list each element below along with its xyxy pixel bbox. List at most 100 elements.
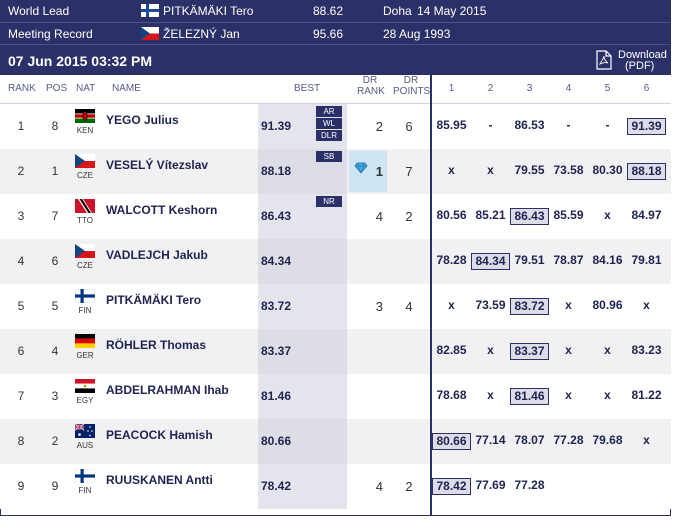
attempt-3-cell: 79.51 [514,253,545,267]
date-bar: 07 Jun 2015 03:32 PM Download (PDF) [0,44,671,75]
attempt-4-cell: 78.87 [553,253,584,267]
position-cell: 9 [51,479,59,493]
attempt-5-cell: 79.68 [592,433,623,447]
best-cell: 83.72 [258,284,347,329]
header-name: NAME [112,83,141,94]
table-row: 5 5 FIN PITKÄMÄKI Tero 83.72 3 4 x 73.59 83.72 x 80… [0,284,671,329]
attempt-6-cell: x [643,298,650,312]
header-rank: RANK [8,83,36,94]
best-cell: 81.46 [258,374,347,419]
rank-cell: 8 [17,434,25,448]
best-cell: 83.37 [258,329,347,374]
meeting-record-athlete: ŽELEZNÝ Jan [163,27,240,41]
nat-code: FIN [78,306,92,315]
attempt-1-cell: x [448,163,455,177]
position-cell: 6 [51,254,59,268]
world-lead-mark: 88.62 [313,4,344,18]
best-cell: 84.34 [258,239,347,284]
rank-cell: 9 [17,479,25,493]
athlete-name-link[interactable]: VESELÝ Vítezslav [106,158,209,172]
attempts-divider [430,75,432,516]
table-row: 9 9 FIN RUUSKANEN Antti 78.42 4 2 78.42 77.69 77.… [0,464,671,509]
position-cell: 7 [51,209,59,223]
rank-cell: 3 [17,209,25,223]
nat-code: AUS [76,441,94,450]
attempt-5-cell: x [604,343,611,357]
results-table-header: RANK POS NAT NAME BEST DR RANK DR POINTS… [0,75,671,104]
meeting-record-strip: Meeting Record ŽELEZNÝ Jan 95.66 28 Aug … [0,22,671,44]
best-cell: 80.66 [258,419,347,464]
header-attempt-6: 6 [643,83,650,94]
dr-points-cell: 2 [405,479,413,494]
athlete-name-link[interactable]: PEACOCK Hamish [106,428,213,442]
dr-rank-value: 4 [375,209,383,224]
cze-flag-icon [75,244,95,258]
best-cell: 78.42 [258,464,347,509]
best-mark: 83.37 [261,344,292,358]
dr-rank-cell [347,329,389,374]
best-mark: 91.39 [261,119,292,133]
attempt-4-cell: 85.59 [553,208,584,222]
header-nat: NAT [76,83,96,94]
position-cell: 3 [51,389,59,403]
attempt-4-cell: x [565,298,572,312]
attempt-4-cell: 77.28 [553,433,584,447]
header-attempt-4: 4 [565,83,572,94]
athlete-name-link[interactable]: RUUSKANEN Antti [106,473,213,487]
record-badge: WL [316,118,342,129]
nat-code: FIN [78,486,92,495]
record-badge: DLR [316,130,342,141]
nationality-cell: AUS [73,424,97,450]
athlete-name-link[interactable]: YEGO Julius [106,113,179,127]
nationality-cell: FIN [73,289,97,315]
header-attempt-3: 3 [526,83,533,94]
meeting-record-mark: 95.66 [313,27,344,41]
attempt-1-cell: 78.68 [436,388,467,402]
dr-rank-value: 3 [375,299,383,314]
attempt-6-cell: 81.22 [631,388,662,402]
attempt-6-cell: 79.81 [631,253,662,267]
tto-flag-icon [75,199,95,213]
dr-rank-value: 2 [375,119,383,134]
fin-flag-icon [75,469,95,483]
dr-rank-cell: 1 [347,149,389,194]
dr-rank-cell: 4 [347,464,389,509]
rank-cell: 6 [17,344,25,358]
nationality-cell: GER [73,334,97,360]
rank-cell: 2 [17,164,25,178]
attempt-2-cell: 84.34 [471,253,510,270]
position-cell: 2 [51,434,59,448]
header-attempt-5: 5 [604,83,611,94]
attempt-2-cell: 77.69 [475,478,506,492]
attempt-2-cell: 73.59 [475,298,506,312]
attempt-5-cell: 84.16 [592,253,623,267]
athlete-name-link[interactable]: WALCOTT Keshorn [106,203,218,217]
attempt-3-cell: 86.43 [510,208,549,225]
dr-points-cell: 7 [405,164,413,179]
nationality-cell: EGY [73,379,97,405]
download-label: Download [618,49,667,61]
athlete-name-link[interactable]: PITKÄMÄKI Tero [106,293,202,307]
table-row: 1 8 KEN YEGO Julius 91.39 AR WL DLR 2 6 85.95 - 86.5… [0,104,671,149]
attempt-6-cell: 84.97 [631,208,662,222]
attempt-2-cell: 77.14 [475,433,506,447]
download-pdf-button[interactable]: Download (PDF) [592,48,668,74]
header-dr-points-2: POINTS [393,86,431,97]
attempt-1-cell: x [448,298,455,312]
rank-cell: 1 [17,119,25,133]
dr-rank-cell: 4 [347,194,389,239]
athlete-name-link[interactable]: RÖHLER Thomas [106,338,207,352]
attempt-2-cell: x [487,388,494,402]
attempt-4-cell: x [565,388,572,402]
attempt-3-cell: 78.07 [514,433,545,447]
dr-points-cell: 4 [405,299,413,314]
rank-cell: 5 [17,299,25,313]
attempt-1-cell: 80.66 [432,433,471,450]
record-badges: AR WL DLR [316,106,344,142]
pdf-icon [596,50,612,70]
athlete-name-link[interactable]: VADLEJCH Jakub [106,248,208,262]
athlete-name-link[interactable]: ABDELRAHMAN Ihab [106,383,229,397]
nat-code: CZE [77,261,93,270]
meeting-record-date: 28 Aug 1993 [383,27,451,41]
attempt-4-cell [549,478,588,495]
